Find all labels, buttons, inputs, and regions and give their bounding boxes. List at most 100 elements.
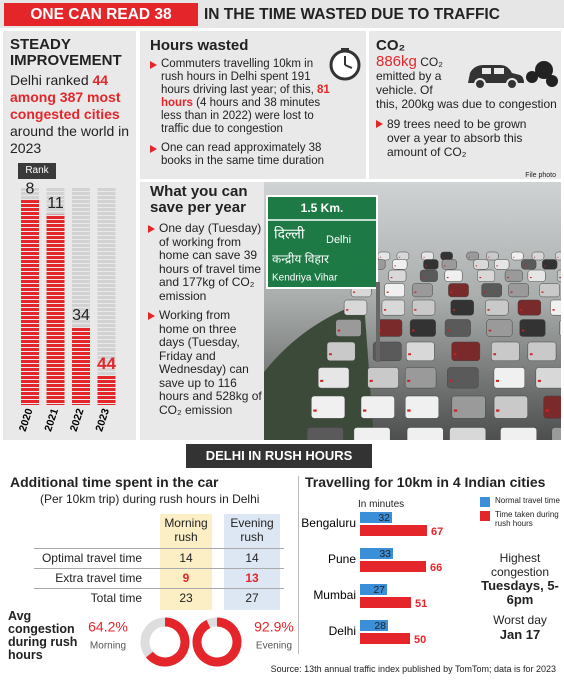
tail-light [379,256,382,258]
x-tick-label: 2021 [42,407,61,433]
row-separator [34,568,284,569]
tail-light [488,256,490,258]
car [440,251,453,261]
car [473,259,489,270]
tail-light [544,265,546,267]
car [405,341,435,362]
bar [360,512,392,523]
bar [360,525,427,536]
category-label: Evening [256,641,292,652]
value-label: 66 [430,562,442,574]
car-icon [468,61,558,90]
bar-bg [97,188,116,405]
tail-light [495,379,499,382]
car [377,251,391,261]
bar [360,620,388,631]
sign-text: 1.5 Km. [301,201,344,215]
highlight: 81 hours [161,84,330,109]
car [527,341,557,362]
car [485,299,509,316]
car [556,269,561,282]
tail-light [541,291,544,293]
value-label: 8 [26,180,35,197]
tail-light [337,329,341,332]
value-label: 64.2% [88,619,128,635]
tail-light [408,353,412,356]
category-label: Morning [90,641,126,652]
clock-icon [329,48,361,81]
bar [72,326,90,405]
note-value: Tuesdays, 5-6pm [481,578,559,607]
car [311,395,346,419]
tail-light [529,353,533,356]
co2-panel [369,31,561,179]
tail-light [414,291,417,293]
car [444,269,463,282]
car [555,251,561,261]
car [396,251,410,261]
car [449,427,487,440]
panel-title: STEADY IMPROVEMENT [10,36,122,69]
tail-light [479,276,482,279]
tail-light [329,353,332,356]
bullet-list: One day (Tuesday) of working from home c… [148,221,262,423]
sign-board [266,195,378,289]
bullet: One can read approximately 38 books in t… [150,142,332,168]
note-label: Worst day [493,613,547,627]
cell: 27 [245,591,259,605]
car [504,269,523,282]
text: Delhi ranked [10,72,89,88]
chart-title: Rank [18,163,56,179]
row-label: Extra travel time [55,571,142,585]
text: CO₂ emitted by a vehicle. Of this, 200kg… [376,55,557,111]
value-label: 92.9% [254,619,294,635]
car [317,367,350,389]
value-label: 11 [47,195,64,212]
car [521,259,537,270]
y-tick-label: Mumbai [313,588,356,602]
tail-light [383,309,387,311]
photo: 1.5 Km. दिल्ली Delhi कन्द्रीय विहार Kendriya… [264,182,561,440]
car [376,319,403,337]
note-value: Jan 17 [499,626,541,642]
car [539,283,560,298]
text: Commuters travelling 10km in rush hours … [161,58,314,96]
co2-text: 886kg CO₂ emitted by a vehicle. Of this,… [376,53,558,165]
car [493,367,526,389]
car [451,395,486,419]
car [494,259,510,270]
car [335,319,362,337]
car [543,395,561,419]
donut-arc [192,617,242,667]
value-label: 50 [414,634,426,646]
car [500,427,537,440]
tail-light [450,291,453,293]
car [411,299,436,316]
text: around the world in 2023 [10,123,130,156]
cell: 13 [245,571,259,585]
travel-chart: Bengaluru 32 67 Pune 33 66 Mumbai 27 51 Delhi 28 50 [301,512,443,646]
column-bg [160,514,212,610]
bar [360,597,411,608]
tail-light [398,256,401,258]
tail-light [468,256,470,258]
sign-text: Delhi [326,234,351,246]
tail-light [362,409,367,412]
car [360,395,395,419]
tail-light [412,329,415,332]
car [531,251,545,261]
tail-light [496,409,500,412]
highlight: 886kg [376,53,417,70]
tail-light [496,265,498,267]
donut-chart: 64.2% Morning 92.9% Evening [88,617,294,667]
car [444,319,471,337]
rank-text: Delhi ranked 44 among 387 most congested… [10,72,134,157]
car [412,283,433,298]
tail-light [453,409,458,412]
tail-light [559,276,561,279]
car [550,299,561,316]
car [367,367,399,389]
sign-text: कन्द्रीय विहार [272,252,330,266]
rank-chart: 8 2020 11 2021 34 2022 44 2023 [17,180,117,433]
